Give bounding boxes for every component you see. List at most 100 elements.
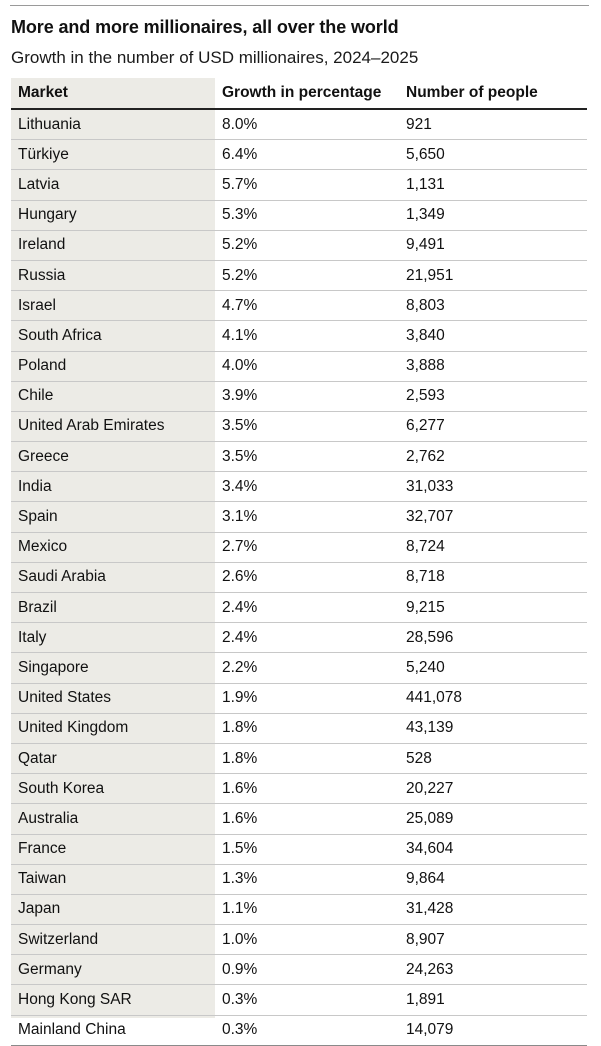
growth-cell: 8.0% [215, 109, 399, 141]
people-cell: 43,139 [399, 713, 587, 744]
header-people: Number of people [399, 78, 587, 110]
market-cell: Ireland [11, 230, 215, 261]
growth-cell: 5.3% [215, 200, 399, 231]
table-row: Mainland China 0.3% 14,079 [11, 1015, 587, 1046]
growth-cell: 5.2% [215, 260, 399, 292]
growth-cell: 1.5% [215, 834, 399, 865]
market-cell: Poland [11, 351, 215, 382]
growth-cell: 1.8% [215, 743, 399, 775]
table-row: Lithuania 8.0% 921 [11, 109, 587, 141]
growth-cell: 1.0% [215, 924, 399, 956]
people-cell: 8,718 [399, 562, 587, 594]
growth-cell: 3.4% [215, 471, 399, 503]
table-row: Greece 3.5% 2,762 [11, 441, 587, 473]
table-row: United Kingdom 1.8% 43,139 [11, 713, 587, 744]
table-header-row: Market Growth in percentage Number of pe… [11, 78, 587, 110]
table-row: Ireland 5.2% 9,491 [11, 230, 587, 261]
growth-cell: 4.1% [215, 320, 399, 352]
growth-cell: 1.1% [215, 894, 399, 926]
page-title: More and more millionaires, all over the… [11, 17, 399, 37]
people-cell: 441,078 [399, 683, 587, 714]
table-row: Latvia 5.7% 1,131 [11, 169, 587, 201]
growth-cell: 5.7% [215, 169, 399, 201]
market-cell: Mainland China [11, 1015, 215, 1046]
people-cell: 3,840 [399, 320, 587, 352]
people-cell: 8,724 [399, 532, 587, 563]
growth-cell: 1.8% [215, 713, 399, 744]
growth-cell: 5.2% [215, 230, 399, 261]
header-market: Market [11, 78, 215, 110]
table-body: Lithuania 8.0% 921 Türkiye 6.4% 5,650 Latvia 5.… [11, 109, 587, 1046]
market-cell: Saudi Arabia [11, 562, 215, 594]
table-row: Spain 3.1% 32,707 [11, 501, 587, 533]
growth-cell: 1.6% [215, 773, 399, 805]
growth-cell: 0.3% [215, 1015, 399, 1046]
people-cell: 28,596 [399, 622, 587, 654]
people-cell: 1,131 [399, 169, 587, 201]
table-row: Brazil 2.4% 9,215 [11, 592, 587, 624]
market-cell: Lithuania [11, 109, 215, 141]
people-cell: 24,263 [399, 954, 587, 986]
market-cell: India [11, 471, 215, 503]
table-row: France 1.5% 34,604 [11, 834, 587, 865]
market-cell: Hong Kong SAR [11, 984, 215, 1016]
market-cell: Italy [11, 622, 215, 654]
market-cell: Spain [11, 501, 215, 533]
table-row: United States 1.9% 441,078 [11, 683, 587, 714]
table-row: Australia 1.6% 25,089 [11, 803, 587, 835]
market-cell: Switzerland [11, 924, 215, 956]
growth-cell: 4.7% [215, 290, 399, 322]
table-row: Italy 2.4% 28,596 [11, 622, 587, 654]
people-cell: 6,277 [399, 411, 587, 443]
growth-cell: 0.9% [215, 954, 399, 986]
people-cell: 21,951 [399, 260, 587, 292]
market-cell: Russia [11, 260, 215, 292]
table-row: Israel 4.7% 8,803 [11, 290, 587, 322]
table-row: Türkiye 6.4% 5,650 [11, 139, 587, 171]
table-row: United Arab Emirates 3.5% 6,277 [11, 411, 587, 443]
people-cell: 3,888 [399, 351, 587, 382]
table-row: Saudi Arabia 2.6% 8,718 [11, 562, 587, 594]
people-cell: 1,349 [399, 200, 587, 231]
market-cell: South Korea [11, 773, 215, 805]
market-cell: Chile [11, 381, 215, 412]
people-cell: 2,762 [399, 441, 587, 473]
table-row: South Africa 4.1% 3,840 [11, 320, 587, 352]
people-cell: 34,604 [399, 834, 587, 865]
market-cell: Türkiye [11, 139, 215, 171]
people-cell: 5,240 [399, 652, 587, 684]
people-cell: 9,491 [399, 230, 587, 261]
table-row: Mexico 2.7% 8,724 [11, 532, 587, 563]
growth-cell: 2.4% [215, 622, 399, 654]
market-cell: Hungary [11, 200, 215, 231]
market-cell: Brazil [11, 592, 215, 624]
market-cell: Singapore [11, 652, 215, 684]
table-row: Hong Kong SAR 0.3% 1,891 [11, 984, 587, 1016]
market-cell: United States [11, 683, 215, 714]
table-row: Hungary 5.3% 1,349 [11, 200, 587, 231]
table-row: Qatar 1.8% 528 [11, 743, 587, 775]
millionaires-table: Market Growth in percentage Number of pe… [11, 78, 587, 1046]
market-cell: United Kingdom [11, 713, 215, 744]
growth-cell: 2.2% [215, 652, 399, 684]
market-cell: Japan [11, 894, 215, 926]
growth-cell: 3.5% [215, 411, 399, 443]
people-cell: 32,707 [399, 501, 587, 533]
market-cell: Mexico [11, 532, 215, 563]
people-cell: 921 [399, 109, 587, 141]
market-cell: United Arab Emirates [11, 411, 215, 443]
people-cell: 528 [399, 743, 587, 775]
people-cell: 2,593 [399, 381, 587, 412]
table-row: Japan 1.1% 31,428 [11, 894, 587, 926]
top-rule [10, 5, 589, 6]
growth-cell: 2.4% [215, 592, 399, 624]
growth-cell: 6.4% [215, 139, 399, 171]
table-row: Chile 3.9% 2,593 [11, 381, 587, 412]
millionaires-table-container: Market Growth in percentage Number of pe… [11, 78, 587, 1046]
table-row: Taiwan 1.3% 9,864 [11, 864, 587, 895]
people-cell: 1,891 [399, 984, 587, 1016]
growth-cell: 4.0% [215, 351, 399, 382]
growth-cell: 3.1% [215, 501, 399, 533]
people-cell: 8,907 [399, 924, 587, 956]
people-cell: 8,803 [399, 290, 587, 322]
